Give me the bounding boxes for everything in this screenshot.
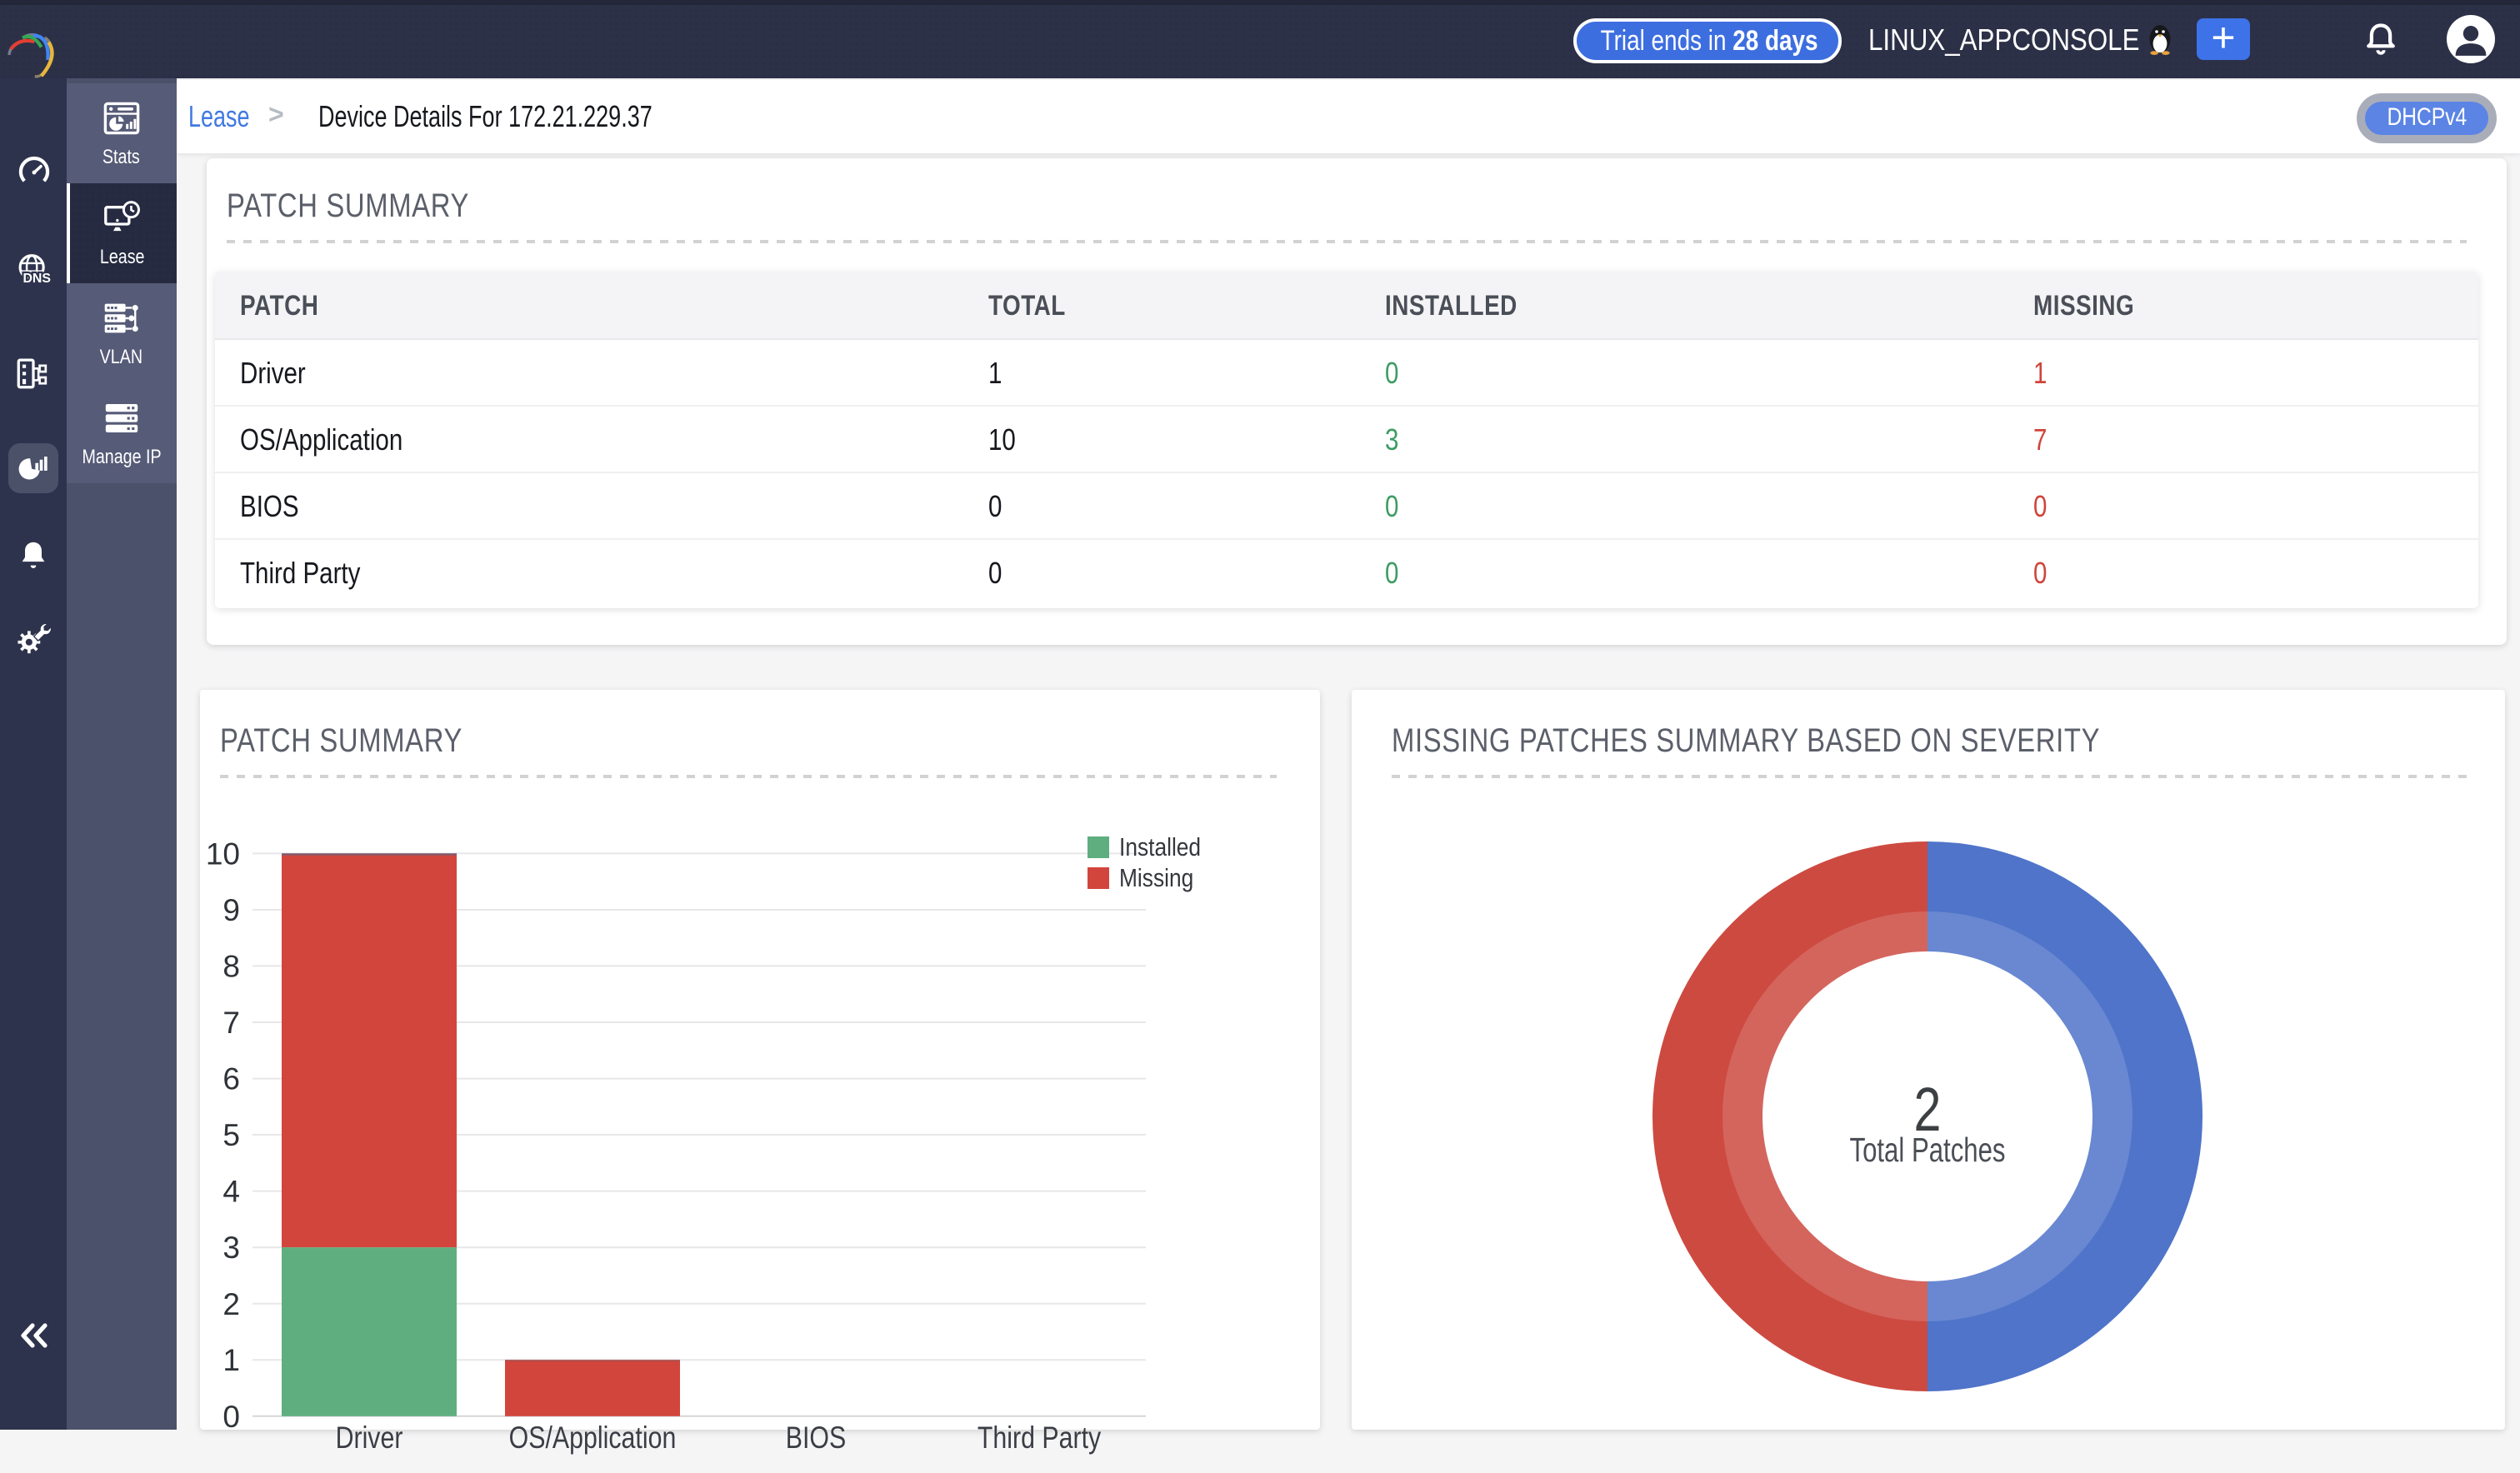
svg-text:2: 2 [1914, 1076, 1942, 1145]
svg-text:6: 6 [222, 1062, 240, 1096]
svg-text:OS/Application: OS/Application [509, 1421, 677, 1456]
svg-text:8: 8 [222, 949, 240, 983]
svg-text:Third Party: Third Party [978, 1421, 1101, 1456]
svg-text:2: 2 [222, 1287, 240, 1321]
svg-text:0: 0 [222, 1400, 240, 1434]
svg-text:DNS: DNS [22, 272, 50, 285]
svg-text:Driver: Driver [336, 1421, 403, 1456]
svg-text:Missing: Missing [1119, 864, 1193, 892]
svg-text:7: 7 [222, 1006, 240, 1040]
svg-text:1: 1 [222, 1343, 240, 1377]
svg-text:10: 10 [206, 836, 240, 871]
svg-text:Installed: Installed [1119, 833, 1201, 861]
svg-text:Total Patches: Total Patches [1849, 1131, 2005, 1169]
svg-text:3: 3 [222, 1231, 240, 1265]
svg-text:9: 9 [222, 893, 240, 927]
svg-text:5: 5 [222, 1118, 240, 1152]
svg-text:BIOS: BIOS [786, 1421, 846, 1456]
svg-text:4: 4 [222, 1175, 240, 1209]
